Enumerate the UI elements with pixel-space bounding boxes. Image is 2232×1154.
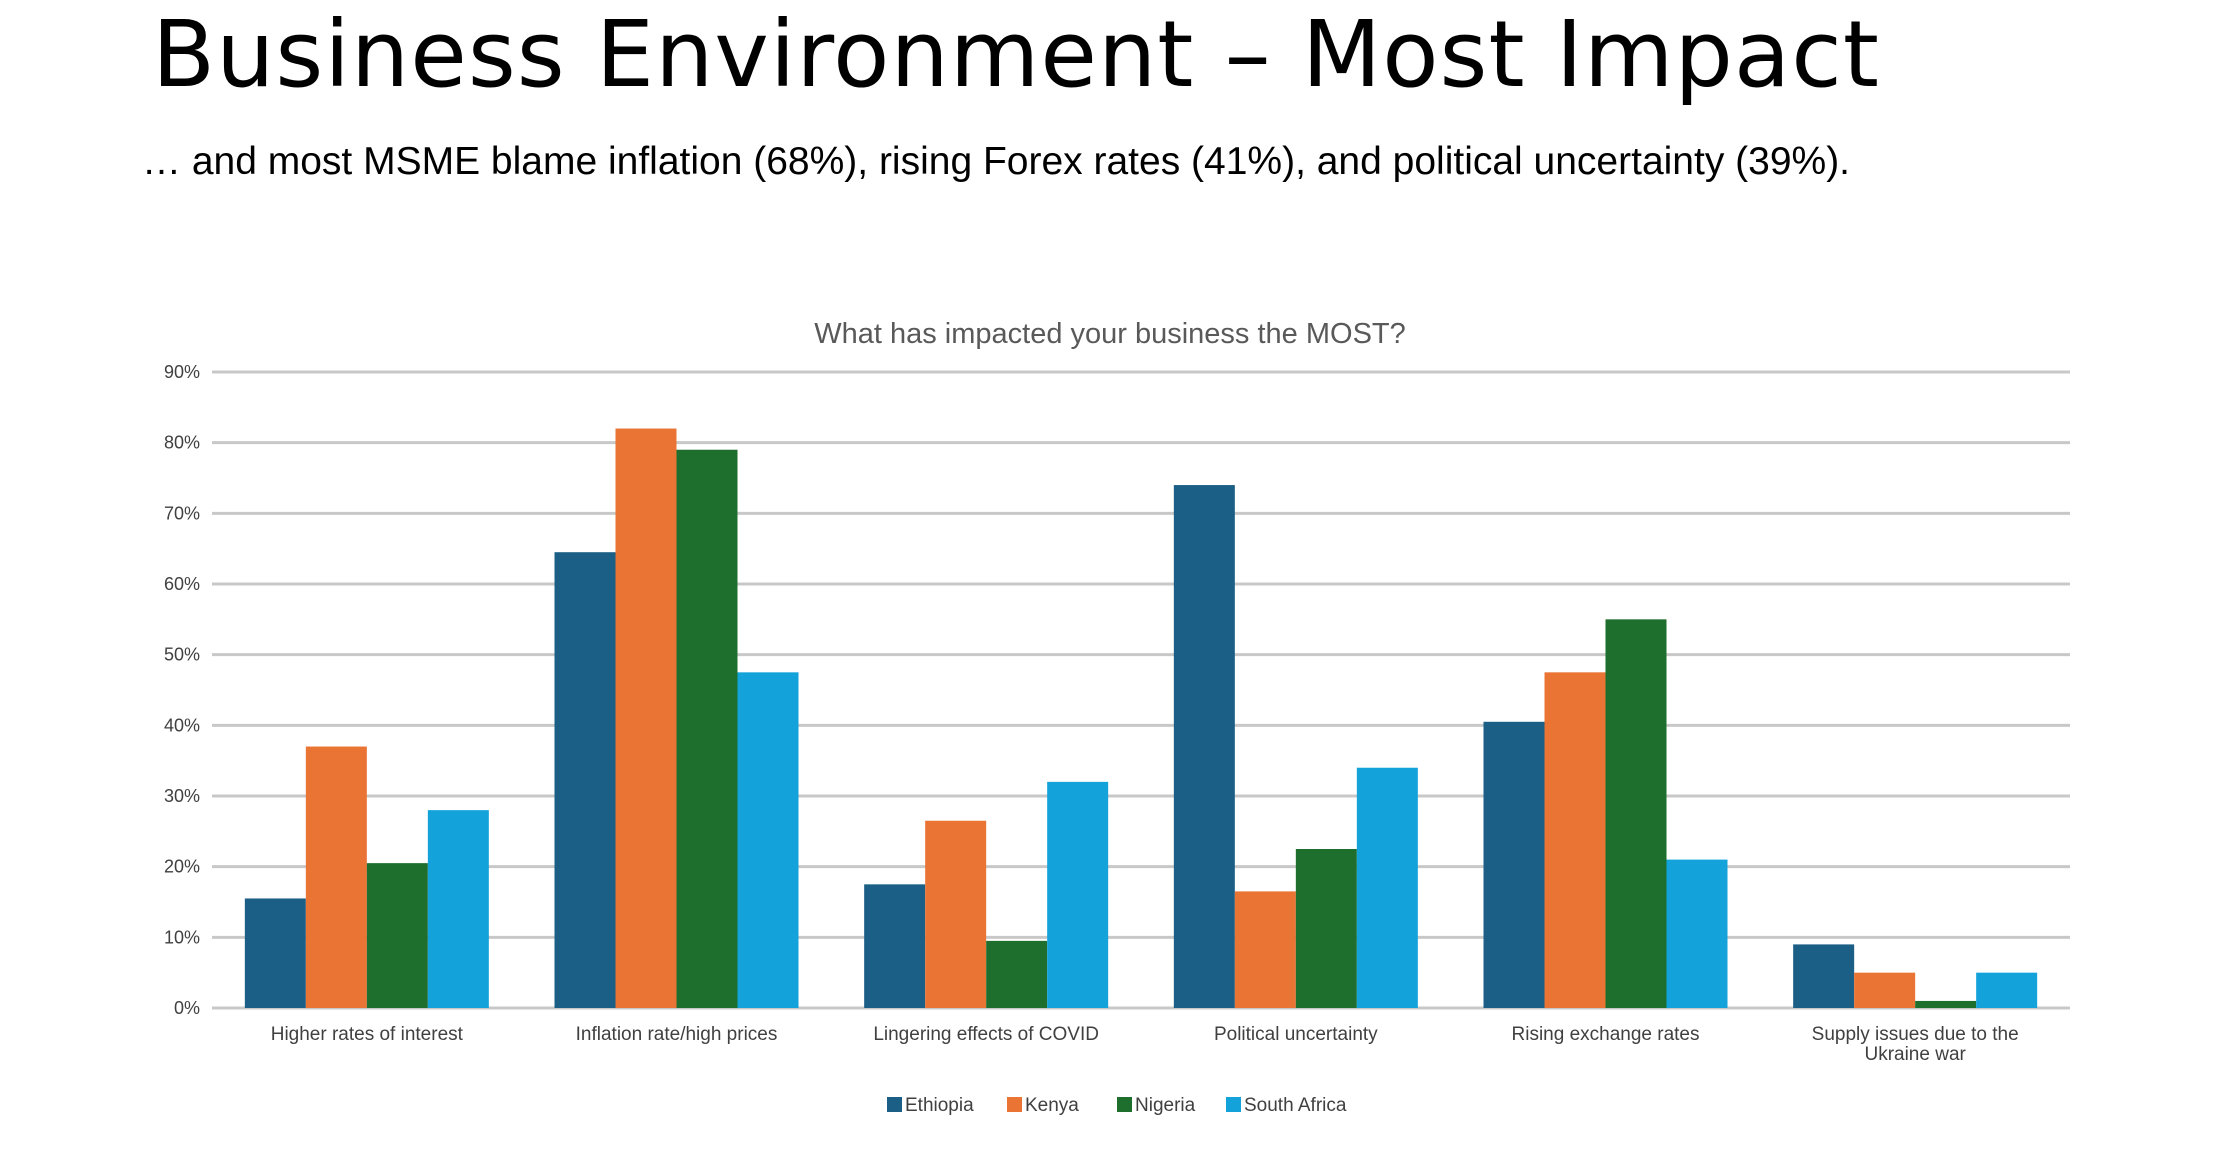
bar-ethiopia (554, 552, 616, 1008)
legend-swatch (887, 1097, 902, 1112)
bar-nigeria (366, 863, 428, 1008)
bar-kenya (615, 428, 677, 1008)
legend-label: Nigeria (1135, 1095, 1196, 1116)
legend-swatch (1007, 1097, 1022, 1112)
slide-subtitle: … and most MSME blame inflation (68%), r… (142, 140, 1851, 183)
legend-swatch (1226, 1097, 1241, 1112)
bar-south-africa (1356, 767, 1418, 1008)
legend-swatch (1117, 1097, 1132, 1112)
y-axis-ticks: 0% 10% 20% 30% 40% 50% 60% 70% 80% 90% (164, 362, 200, 1018)
x-category-label: Political uncertainty (1214, 1024, 1378, 1045)
bar-south-africa (427, 810, 489, 1008)
bar-nigeria (1915, 1000, 1977, 1008)
slide-title: Business Environment – Most Impact (152, 1, 1880, 108)
x-category-label: Lingering effects of COVID (873, 1024, 1099, 1045)
y-tick-label: 60% (164, 574, 200, 594)
chart-title: What has impacted your business the MOST… (814, 318, 1406, 350)
y-tick-label: 20% (164, 857, 200, 877)
x-category-label: Supply issues due to the (1812, 1024, 2019, 1045)
legend-label: South Africa (1244, 1095, 1347, 1116)
y-tick-label: 50% (164, 645, 200, 665)
bar-nigeria (1295, 849, 1357, 1008)
bar-ethiopia (1483, 721, 1545, 1008)
bar-ethiopia (244, 898, 306, 1008)
x-category-label: Higher rates of interest (271, 1024, 464, 1045)
bar-south-africa (1666, 859, 1728, 1008)
bar-south-africa (1976, 972, 2038, 1008)
bar-kenya (1854, 972, 1916, 1008)
x-category-label: Rising exchange rates (1512, 1024, 1700, 1045)
bar-kenya (305, 746, 367, 1008)
bar-kenya (925, 820, 987, 1008)
bar-nigeria (1605, 619, 1667, 1008)
y-tick-label: 80% (164, 433, 200, 453)
legend-label: Ethiopia (905, 1095, 974, 1116)
y-tick-label: 30% (164, 786, 200, 806)
bar-kenya (1544, 672, 1606, 1008)
bars (244, 428, 2038, 1009)
y-tick-label: 90% (164, 362, 200, 382)
y-tick-label: 0% (174, 998, 200, 1018)
x-category-label: Ukraine war (1864, 1044, 1966, 1065)
legend-label: Kenya (1025, 1095, 1079, 1116)
x-category-label: Inflation rate/high prices (576, 1024, 778, 1045)
bar-nigeria (676, 449, 738, 1008)
bar-nigeria (986, 940, 1048, 1008)
bar-ethiopia (1173, 485, 1235, 1009)
y-tick-label: 10% (164, 927, 200, 947)
bar-ethiopia (864, 884, 926, 1008)
y-tick-label: 40% (164, 715, 200, 735)
bar-kenya (1234, 891, 1296, 1008)
x-axis-labels: Higher rates of interest Inflation rate/h… (271, 1024, 2019, 1065)
bar-south-africa (737, 672, 799, 1008)
grid-lines (212, 370, 2070, 1010)
legend: Ethiopia Kenya Nigeria South Africa (887, 1095, 1347, 1116)
bar-south-africa (1047, 781, 1109, 1008)
bar-ethiopia (1793, 944, 1855, 1008)
y-tick-label: 70% (164, 503, 200, 523)
